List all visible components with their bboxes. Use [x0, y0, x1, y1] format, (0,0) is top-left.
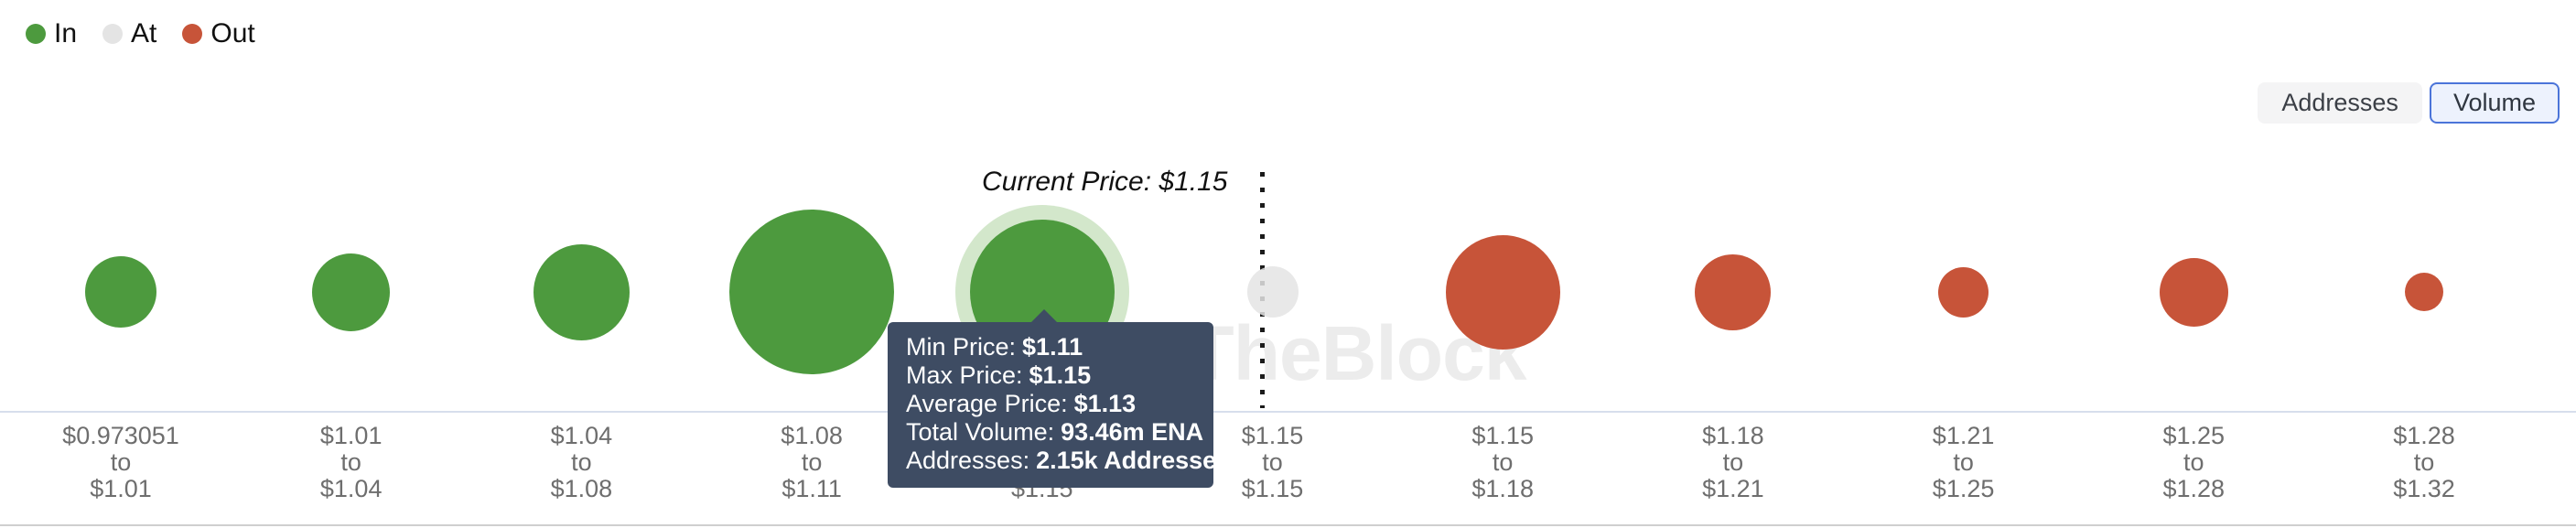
tooltip-row-total-volume: Total Volume: 93.46m ENA — [906, 418, 1203, 447]
tooltip-label: Min Price: — [906, 333, 1017, 361]
legend-dot-at-icon — [102, 24, 124, 44]
x-axis-line — [0, 411, 2576, 413]
tooltip-label: Addresses: — [906, 447, 1030, 474]
bubble-out[interactable] — [1695, 253, 1772, 330]
current-price-label: Current Price: $1.15 — [982, 167, 1228, 197]
addresses-toggle-button[interactable]: Addresses — [2258, 82, 2422, 124]
legend-label-out: Out — [210, 18, 255, 48]
bubble-out[interactable] — [1445, 234, 1560, 350]
bubble-at[interactable] — [1246, 266, 1299, 318]
x-axis-label: $1.15 to $1.18 — [1471, 422, 1534, 502]
x-axis-label: $1.18 to $1.21 — [1702, 422, 1764, 502]
x-axis-label: $1.28 to $1.32 — [2393, 422, 2455, 502]
legend: In At Out — [26, 20, 255, 48]
legend-item-in[interactable]: In — [26, 20, 77, 48]
tooltip-value: 2.15k Addresses — [1036, 447, 1231, 474]
bubble-out[interactable] — [2159, 257, 2228, 327]
x-axis-label: $1.04 to $1.08 — [550, 422, 613, 502]
bubble-out[interactable] — [1938, 266, 1989, 318]
tooltip-row-average-price: Average Price: $1.13 — [906, 390, 1195, 418]
legend-dot-in-icon — [26, 24, 46, 44]
legend-item-at[interactable]: At — [102, 20, 156, 48]
tooltip-value: $1.11 — [1022, 333, 1083, 361]
tooltip-label: Max Price: — [906, 361, 1023, 389]
legend-label-in: In — [54, 18, 78, 48]
tooltip-label: Average Price: — [906, 390, 1068, 417]
tooltip-arrow-icon — [1030, 309, 1058, 323]
bubble-out[interactable] — [2405, 273, 2443, 311]
x-axis-label: $1.08 to $1.11 — [781, 422, 843, 502]
tooltip-row-addresses: Addresses: 2.15k Addresses — [906, 447, 1230, 475]
x-axis-label: $1.25 to $1.28 — [2162, 422, 2226, 502]
tooltip: Min Price: $1.11 Max Price: $1.15 Average … — [888, 309, 1230, 488]
legend-dot-out-icon — [182, 24, 203, 44]
x-axis-label: $1.15 to $1.15 — [1241, 422, 1304, 502]
tooltip-label: Total Volume: — [906, 418, 1055, 446]
tooltip-row-max-price: Max Price: $1.15 — [906, 361, 1195, 390]
x-axis-label: $0.973051 to $1.01 — [62, 422, 179, 502]
x-axis-label: $1.01 to $1.04 — [319, 422, 383, 502]
x-axis-label: $1.21 to $1.25 — [1932, 422, 1995, 502]
legend-label-at: At — [131, 18, 157, 48]
legend-item-out[interactable]: Out — [182, 18, 255, 48]
tooltip-value: 93.46m ENA — [1061, 418, 1204, 446]
tooltip-value: $1.13 — [1073, 390, 1137, 417]
bubble-in[interactable] — [729, 210, 895, 374]
tooltip-value: $1.15 — [1029, 361, 1092, 389]
bubble-in[interactable] — [85, 256, 156, 328]
volume-toggle-button[interactable]: Volume — [2429, 82, 2560, 124]
bottom-divider — [0, 524, 2576, 526]
tooltip-row-min-price: Min Price: $1.11 — [906, 333, 1195, 361]
view-toggle: Addresses Volume — [2258, 82, 2560, 124]
bubble-in[interactable] — [312, 253, 391, 331]
bubble-in[interactable] — [533, 243, 630, 340]
